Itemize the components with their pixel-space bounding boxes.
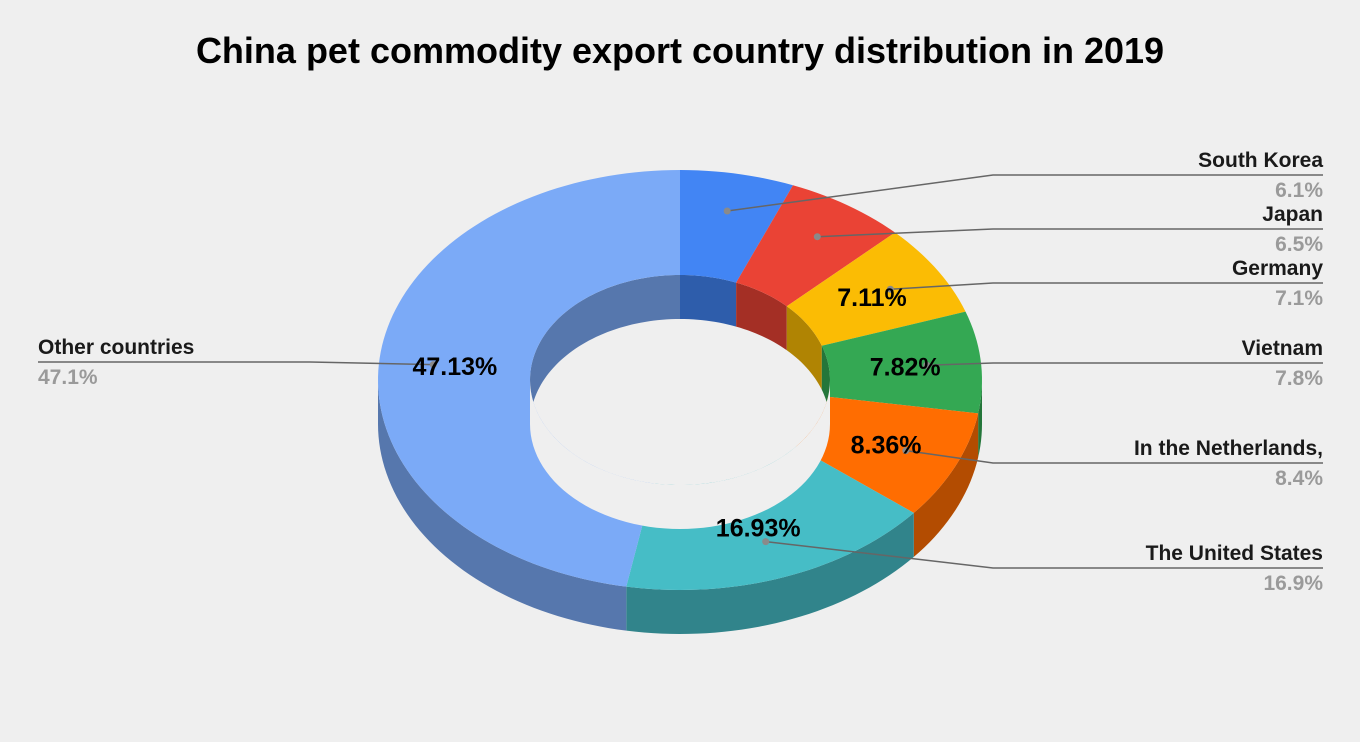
leader-dot-germany <box>886 285 894 293</box>
category-labels: South Korea 6.1%Japan 6.5%Germany 7.1% Vietn… <box>38 149 1323 595</box>
leader-line-the-united-states <box>765 540 1323 569</box>
donut-inner-walls <box>530 275 830 424</box>
category-percent-the-united-states: 16.9% <box>1263 572 1323 595</box>
category-label-japan: Japan <box>1262 203 1323 226</box>
slice-in-the-netherlands <box>796 396 979 513</box>
leader-line-germany <box>890 282 1323 290</box>
data-label-other-countries: 47.13% <box>413 353 498 381</box>
leader-line-south-korea <box>727 174 1323 212</box>
side-wall-vietnam <box>978 380 982 458</box>
category-label-in-the-netherlands: In the Netherlands, <box>1134 437 1323 460</box>
leader-line-japan <box>817 228 1323 238</box>
data-label-vietnam: 7.82% <box>870 354 941 382</box>
leader-line-other-countries <box>38 361 434 366</box>
data-label-germany: 7.11% <box>837 284 907 312</box>
slice-data-labels: 7.11% 7.82% 8.36% 16.93% 47.13% <box>413 284 941 542</box>
inner-wall-other-countries-1 <box>530 275 680 424</box>
donut-side-walls <box>378 380 982 634</box>
data-label-the-united-states: 16.93% <box>716 514 801 542</box>
slice-the-united-states <box>626 446 914 590</box>
slice-vietnam <box>821 311 982 414</box>
category-percent-vietnam: 7.8% <box>1275 367 1323 390</box>
leader-dot-other-countries <box>429 361 437 369</box>
category-label-other-countries: Other countries <box>38 336 194 359</box>
donut-hole-floor <box>530 380 830 529</box>
side-wall-other-countries <box>378 380 627 631</box>
donut-hole <box>530 380 830 529</box>
leader-dot-the-united-states <box>762 538 770 546</box>
side-wall-in-the-netherlands <box>913 413 979 557</box>
category-percent-japan: 6.5% <box>1275 233 1323 256</box>
leader-dot-vietnam <box>923 361 931 369</box>
category-label-germany: Germany <box>1232 257 1323 280</box>
slice-japan <box>736 185 895 307</box>
leader-dot-south-korea <box>723 207 731 215</box>
inner-wall-south-korea-0 <box>680 275 737 327</box>
category-label-vietnam: Vietnam <box>1242 337 1323 360</box>
slice-south-korea <box>680 170 793 283</box>
donut-top-faces <box>378 170 982 590</box>
leader-lines <box>38 174 1323 569</box>
side-wall-the-united-states <box>626 512 914 634</box>
chart-title: China pet commodity export country distr… <box>195 30 1165 71</box>
category-percent-germany: 7.1% <box>1275 287 1323 310</box>
category-percent-south-korea: 6.1% <box>1275 179 1323 202</box>
category-percent-other-countries: 47.1% <box>38 366 98 389</box>
leader-line-vietnam <box>926 362 1323 366</box>
leader-dot-japan <box>813 233 821 241</box>
category-label-south-korea: South Korea <box>1198 149 1323 172</box>
leader-dot-in-the-netherlands <box>902 447 910 455</box>
inner-wall-japan-0 <box>736 282 787 351</box>
category-percent-in-the-netherlands: 8.4% <box>1275 467 1323 490</box>
data-label-in-the-netherlands: 8.36% <box>851 432 922 460</box>
inner-wall-germany-0 <box>786 306 822 390</box>
category-label-the-united-states: The United States <box>1146 542 1323 565</box>
slice-germany <box>786 232 966 346</box>
leader-line-in-the-netherlands <box>905 449 1323 464</box>
